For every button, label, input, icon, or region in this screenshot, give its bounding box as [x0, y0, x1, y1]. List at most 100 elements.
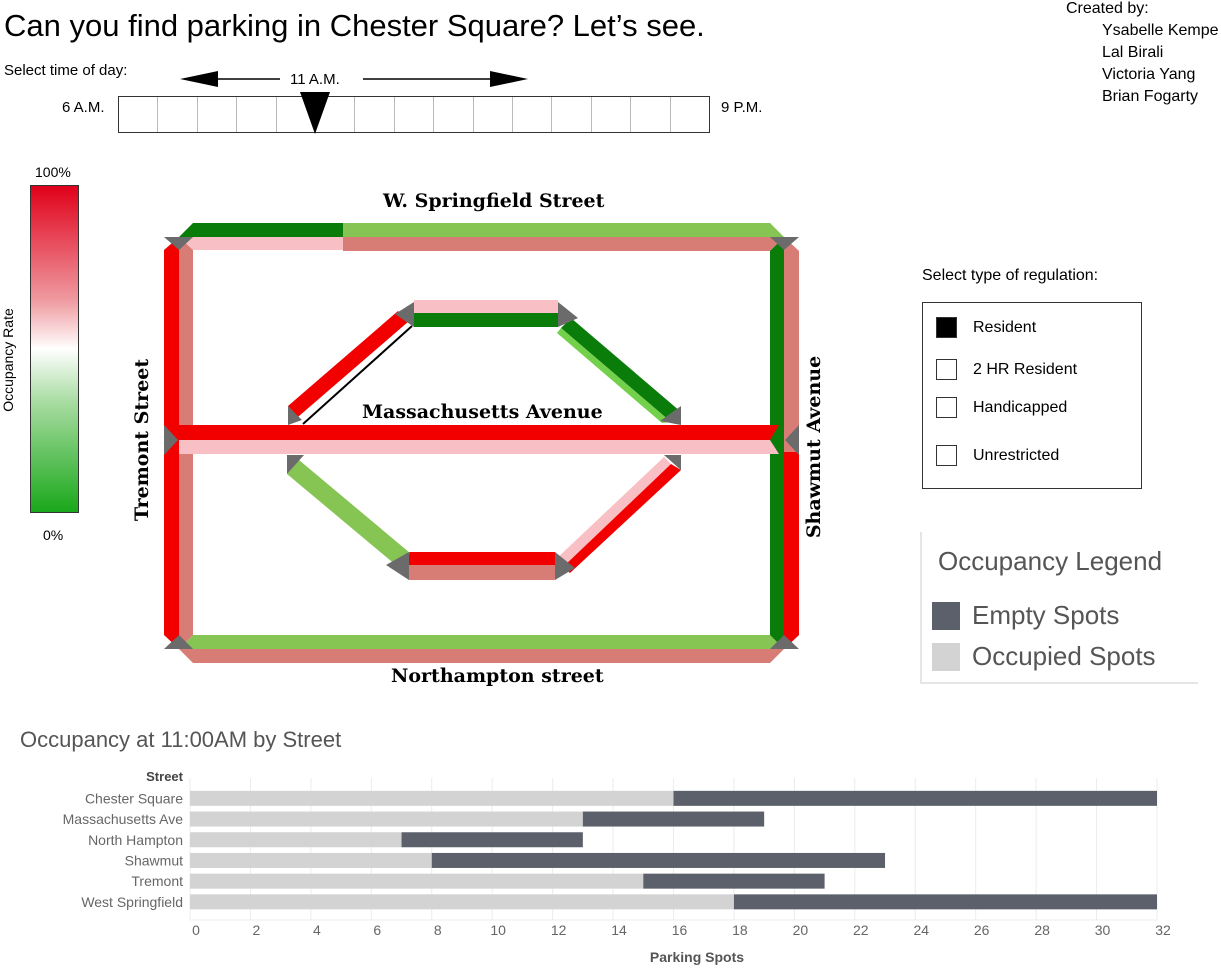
- street-segment: [179, 635, 343, 649]
- regulation-option-2hr-resident[interactable]: 2 HR Resident: [936, 359, 1077, 380]
- chart-title: Occupancy at 11:00AM by Street: [20, 727, 342, 752]
- checkbox[interactable]: [936, 317, 957, 338]
- scale-bottom-label: 0%: [43, 527, 64, 543]
- legend-swatch: [932, 601, 960, 630]
- time-slider-segment[interactable]: [552, 97, 592, 132]
- x-tick-label: 28: [1034, 922, 1050, 938]
- x-tick-label: 14: [611, 922, 627, 938]
- bar-segment: [190, 873, 644, 889]
- bar-segment: [190, 790, 674, 806]
- x-tick-label: 20: [793, 922, 809, 938]
- regulation-option-label: Handicapped: [973, 398, 1068, 416]
- junction-arrow-icon: [164, 237, 193, 250]
- street-segment: [179, 223, 343, 237]
- credit-name: Lal Birali: [1102, 44, 1164, 61]
- time-slider-segment[interactable]: [434, 97, 474, 132]
- time-slider-segment[interactable]: [474, 97, 514, 132]
- x-tick-label: 0: [192, 922, 200, 938]
- junction-arrow-icon: [287, 455, 304, 474]
- category-label: Tremont: [131, 873, 183, 889]
- time-slider-segment[interactable]: [631, 97, 671, 132]
- occupancy-color-scale: [30, 185, 79, 513]
- junction-arrow-icon: [164, 635, 193, 649]
- regulation-title: Select type of regulation:: [922, 267, 1099, 284]
- x-tick-label: 2: [253, 922, 261, 938]
- regulation-option-handicapped[interactable]: Handicapped: [936, 397, 1067, 418]
- junction-arrow-icon: [770, 237, 799, 250]
- time-slider-handle[interactable]: [300, 92, 331, 136]
- occupancy-legend: Occupancy Legend Empty Spots Occupied Sp…: [920, 532, 1198, 684]
- checkbox[interactable]: [936, 397, 957, 418]
- credit-name: Brian Fogarty: [1102, 88, 1199, 105]
- time-slider-segment[interactable]: [237, 97, 277, 132]
- y-axis-title: Street: [146, 769, 184, 784]
- occupancy-bar-chart: Street Chester Square Massachusetts Ave Nor…: [63, 769, 1171, 965]
- x-tick-label: 26: [974, 922, 990, 938]
- time-slider-segment[interactable]: [119, 97, 159, 132]
- junction-arrow-icon: [386, 552, 409, 580]
- regulation-filter: Resident 2 HR Resident Handicapped Unres…: [922, 302, 1142, 489]
- page-title: Can you find parking in Chester Square? …: [4, 8, 705, 43]
- regulation-option-label: 2 HR Resident: [973, 360, 1078, 378]
- time-end-label: 9 P.M.: [721, 99, 763, 116]
- street-segment: [343, 237, 784, 251]
- street-segment: [414, 313, 558, 327]
- category-label: Chester Square: [85, 790, 183, 806]
- street-edge-line: [302, 325, 413, 425]
- x-tick-label: 24: [913, 922, 929, 938]
- bar-segment: [643, 873, 825, 889]
- regulation-option-label: Resident: [973, 318, 1037, 336]
- category-label: North Hampton: [88, 832, 183, 848]
- street-segment: [179, 425, 779, 440]
- time-slider-segment[interactable]: [513, 97, 553, 132]
- x-tick-label: 32: [1155, 922, 1171, 938]
- street-map: [164, 223, 799, 663]
- regulation-option-unrestricted[interactable]: Unrestricted: [936, 445, 1059, 466]
- x-tick-label: 30: [1095, 922, 1111, 938]
- bar-segment: [582, 811, 765, 827]
- bar-segment: [190, 811, 583, 827]
- legend-title: Occupancy Legend: [938, 546, 1163, 576]
- time-slider-segment[interactable]: [355, 97, 395, 132]
- street-label-massachusetts: Massachusetts Avenue: [362, 401, 603, 423]
- time-slider-segment[interactable]: [592, 97, 632, 132]
- time-slider-segment[interactable]: [198, 97, 238, 132]
- time-current-label: 11 A.M.: [290, 71, 340, 88]
- junction-arrow-icon: [288, 406, 302, 425]
- street-label-shawmut: Shawmut Avenue: [803, 355, 825, 539]
- street-segment: [179, 649, 784, 663]
- legend-item-occupied: Occupied Spots: [932, 641, 1156, 672]
- checkbox[interactable]: [936, 359, 957, 380]
- legend-item-empty: Empty Spots: [932, 600, 1119, 631]
- time-range-arrows: [180, 71, 528, 87]
- time-slider-segment[interactable]: [316, 97, 356, 132]
- x-tick-label: 4: [313, 922, 321, 938]
- bar-segment: [190, 832, 402, 848]
- junction-arrow-icon: [558, 302, 578, 327]
- junction-arrow-icon: [785, 425, 799, 455]
- street-segment: [343, 635, 784, 649]
- street-segment: [557, 328, 671, 423]
- credit-name: Victoria Yang: [1102, 66, 1196, 83]
- time-slider-segment[interactable]: [158, 97, 198, 132]
- time-start-label: 6 A.M.: [62, 99, 105, 116]
- x-tick-label: 8: [434, 922, 442, 938]
- street-segment: [179, 440, 779, 454]
- street-segment: [770, 237, 784, 649]
- junction-arrow-icon: [660, 406, 681, 425]
- x-tick-label: 12: [551, 922, 567, 938]
- scale-top-label: 100%: [35, 164, 71, 180]
- junction-arrow-icon: [555, 552, 575, 580]
- time-slider-segment[interactable]: [395, 97, 435, 132]
- right-arrow-icon: [490, 71, 528, 87]
- regulation-option-resident[interactable]: Resident: [936, 317, 1036, 338]
- x-tick-label: 18: [732, 922, 748, 938]
- legend-label: Occupied Spots: [972, 641, 1156, 671]
- credits-heading: Created by:: [1066, 0, 1149, 17]
- junction-arrow-icon: [770, 635, 799, 649]
- street-segment: [409, 552, 555, 565]
- x-tick-label: 10: [490, 922, 506, 938]
- slider-handle-triangle-icon[interactable]: [300, 92, 331, 134]
- checkbox[interactable]: [936, 445, 957, 466]
- category-label: West Springfield: [81, 894, 183, 910]
